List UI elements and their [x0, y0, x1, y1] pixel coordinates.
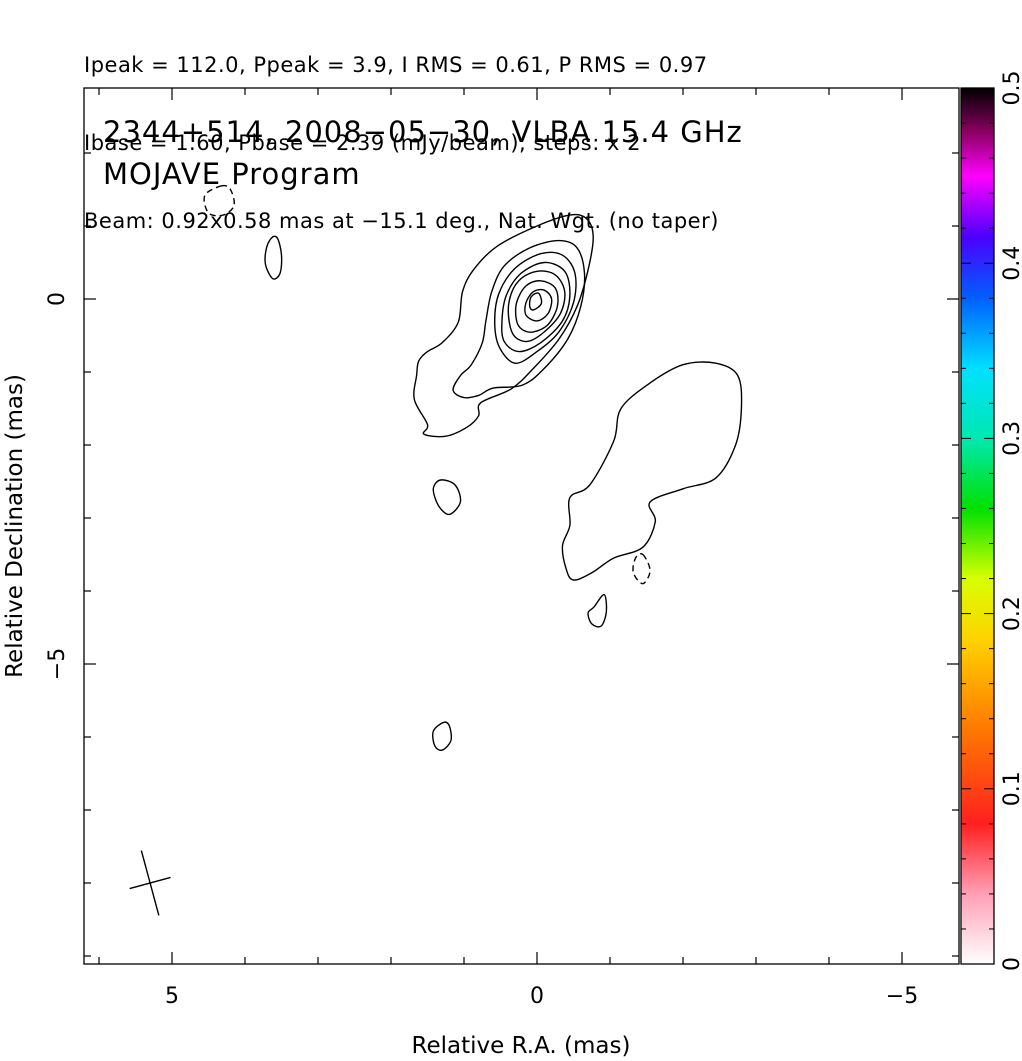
y-tick-label: 0: [45, 292, 70, 306]
chart-title-line-1: 2344+514, 2008−05−30, VLBA 15.4 GHz: [103, 115, 743, 149]
plot-frame: [83, 87, 960, 965]
x-tick-label: −5: [886, 984, 918, 1009]
colorbar-tick-label: 0.4: [1000, 246, 1022, 281]
contour-blob-c: [432, 721, 453, 751]
colorbar-tick-label: 0: [1000, 957, 1022, 971]
y-tick-labels: 0 −5: [45, 292, 70, 680]
colorbar-tick-label: 0.1: [1000, 771, 1022, 806]
x-tick-label: 5: [165, 984, 179, 1009]
contour-layer: [203, 184, 743, 751]
plot-ticks: [84, 88, 959, 964]
contour-neg-2: [632, 553, 651, 585]
x-tick-labels: 5 0 −5: [165, 984, 918, 1009]
x-axis-label: Relative R.A. (mas): [412, 1033, 631, 1059]
contour-core-1: [413, 213, 594, 438]
contour-core-6: [514, 280, 559, 333]
image-header: Ipeak = 112.0, Ppeak = 3.9, I RMS = 0.61…: [84, 0, 719, 260]
contour-blob-b: [587, 593, 608, 628]
contour-neg-1: [203, 184, 236, 217]
y-axis-label: Relative Declination (mas): [2, 374, 28, 678]
colorbar-tick-label: 0.3: [1000, 421, 1022, 456]
chart-title-line-2: MOJAVE Program: [103, 157, 361, 191]
header-line-base: Ibase = 1.60, Pbase = 2.39 (mJy/beam), s…: [84, 131, 641, 155]
contour-blob-a: [432, 479, 462, 516]
header-line-beam: Beam: 0.92x0.58 mas at −15.1 deg., Nat. …: [84, 209, 719, 233]
colorbar-tick-label: 0.2: [1000, 596, 1022, 631]
contour-core-8: [528, 292, 543, 311]
contour-core-3: [493, 251, 577, 364]
y-tick-label: −5: [45, 648, 70, 680]
header-line-peak: Ipeak = 112.0, Ppeak = 3.9, I RMS = 0.61…: [84, 53, 708, 77]
contour-jet-blob: [561, 361, 743, 581]
contour-core-4: [501, 261, 571, 353]
beam-minor-axis: [129, 876, 171, 890]
colorbar-tick-label: 0.5: [1000, 71, 1022, 106]
contour-core-7: [524, 288, 553, 322]
colorbar: [960, 87, 995, 965]
beam-ellipse: [129, 850, 171, 916]
colorbar-tick-labels: 0 0.1 0.2 0.3 0.4 0.5: [1000, 71, 1022, 972]
contour-blob-d: [264, 235, 283, 280]
contour-core-2: [452, 239, 586, 399]
colorbar-ticks: [961, 87, 994, 965]
contour-core-5: [507, 270, 566, 343]
x-tick-label: 0: [530, 984, 544, 1009]
